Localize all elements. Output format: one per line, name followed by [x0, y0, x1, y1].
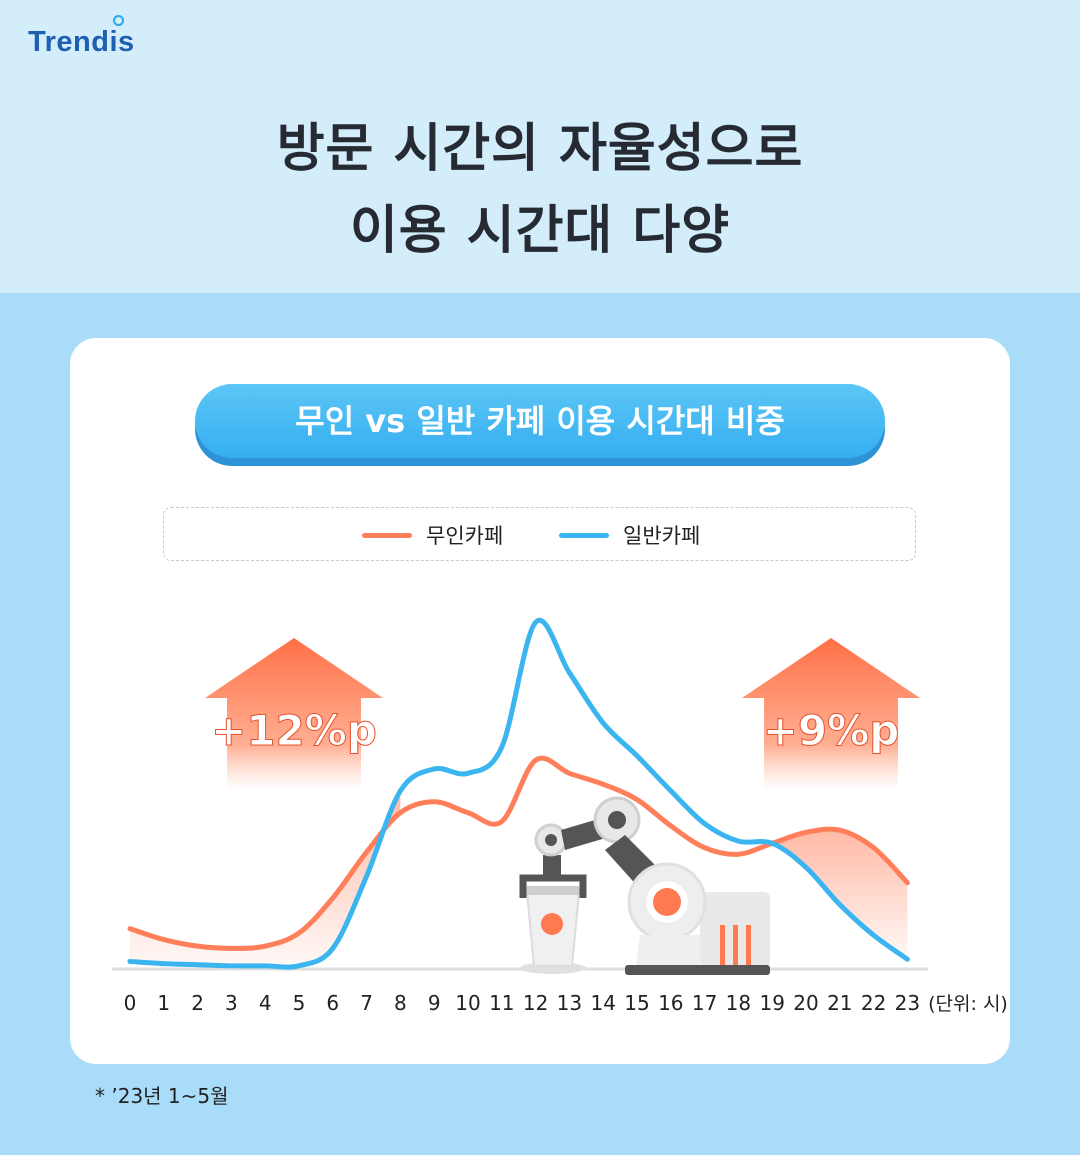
x-axis-unit-label: (단위: 시): [928, 993, 1008, 1015]
page-title-line2: 이용 시간대 다양: [349, 201, 731, 261]
x-tick-label: 16: [658, 991, 683, 1015]
x-tick-label: 22: [861, 991, 886, 1015]
x-tick-label: 20: [793, 991, 818, 1015]
x-tick-label: 0: [124, 991, 137, 1015]
up-arrow-icon: [742, 638, 920, 790]
annotation-label-left: +12%p: [211, 706, 377, 755]
logo: Trendis: [28, 26, 135, 58]
x-tick-label: 3: [225, 991, 238, 1015]
x-tick-label: 6: [326, 991, 339, 1015]
x-tick-label: 8: [394, 991, 407, 1015]
diff-fill-early-hours: [130, 790, 401, 968]
x-tick-label: 13: [557, 991, 582, 1015]
robot-barista-illustration: [519, 796, 770, 975]
x-tick-label: 18: [726, 991, 751, 1015]
up-arrow-icon: [205, 638, 383, 790]
legend-item-unmanned: 무인카페: [362, 508, 503, 562]
chart-title: 무인 vs 일반 카페 이용 시간대 비중: [195, 384, 885, 458]
legend-swatch-regular: [559, 532, 609, 538]
annotation-label-right: +9%p: [763, 706, 900, 755]
x-tick-label: 4: [259, 991, 272, 1015]
x-tick-label: 23: [895, 991, 920, 1015]
logo-dot-icon: [113, 15, 124, 26]
x-tick-label: 19: [759, 991, 784, 1015]
legend-item-regular: 일반카페: [559, 508, 700, 562]
legend-label-unmanned: 무인카페: [426, 524, 504, 548]
diff-fill-late-hours: [772, 829, 908, 960]
footnote: * ’23년 1~5월: [95, 1084, 229, 1108]
annotation-arrow-right: +9%p: [742, 638, 920, 790]
legend-label-regular: 일반카페: [623, 524, 701, 548]
annotation-arrow-left: +12%p: [205, 638, 383, 790]
x-tick-label: 1: [157, 991, 170, 1015]
x-tick-label: 12: [523, 991, 548, 1015]
page-title-line1: 방문 시간의 자율성으로: [276, 119, 804, 179]
header-band: [0, 0, 1080, 293]
x-tick-label: 21: [827, 991, 852, 1015]
x-tick-label: 9: [428, 991, 441, 1015]
x-tick-label: 2: [191, 991, 204, 1015]
legend-swatch-unmanned: [362, 532, 412, 538]
legend: 무인카페 일반카페: [163, 507, 916, 561]
x-tick-label: 10: [455, 991, 480, 1015]
x-tick-label: 15: [624, 991, 649, 1015]
series-line-regular: [127, 617, 910, 970]
x-tick-label: 11: [489, 991, 514, 1015]
x-tick-label: 17: [692, 991, 717, 1015]
x-tick-label: 5: [293, 991, 306, 1015]
x-tick-label: 14: [590, 991, 615, 1015]
x-tick-label: 7: [360, 991, 373, 1015]
